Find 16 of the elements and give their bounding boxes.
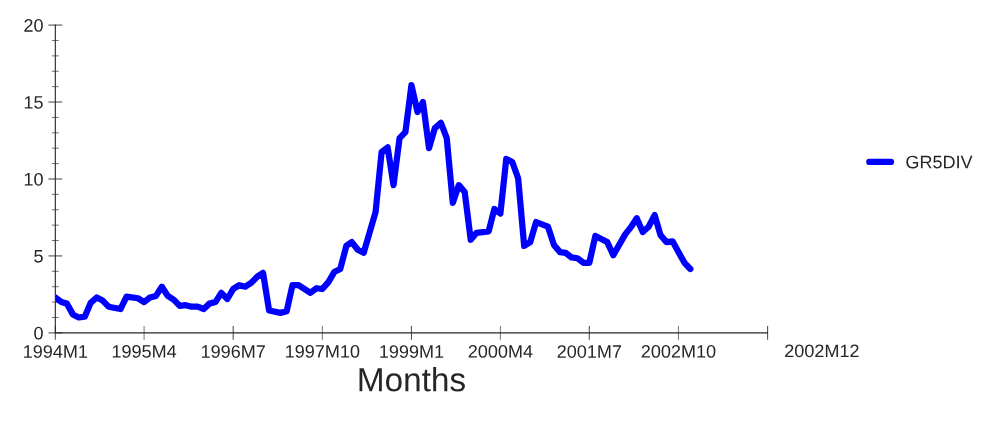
x-tick-label: 1999M1	[380, 345, 444, 358]
x-tick-label: 2001M7	[557, 345, 622, 358]
x-tick-label: 2002M10	[641, 345, 716, 358]
x-tick-label: 1994M1	[24, 345, 88, 358]
x-axis-title: Months	[359, 367, 465, 392]
text: 2002M12	[785, 344, 859, 358]
x-tick-label: 1996M7	[201, 345, 265, 358]
y-tick-label: 0	[34, 326, 43, 340]
y-tick-label: 20	[24, 19, 43, 32]
x-tick-label: 1995M4	[112, 345, 177, 358]
y-tick-label: 15	[24, 96, 43, 109]
legend-label: GR5DIV	[906, 155, 973, 169]
y-tick-label: 10	[24, 172, 43, 186]
x-tick-label: 2000M4	[468, 345, 533, 358]
y-tick-label: 5	[34, 250, 43, 263]
x-tick-label: 1997M10	[286, 345, 360, 358]
